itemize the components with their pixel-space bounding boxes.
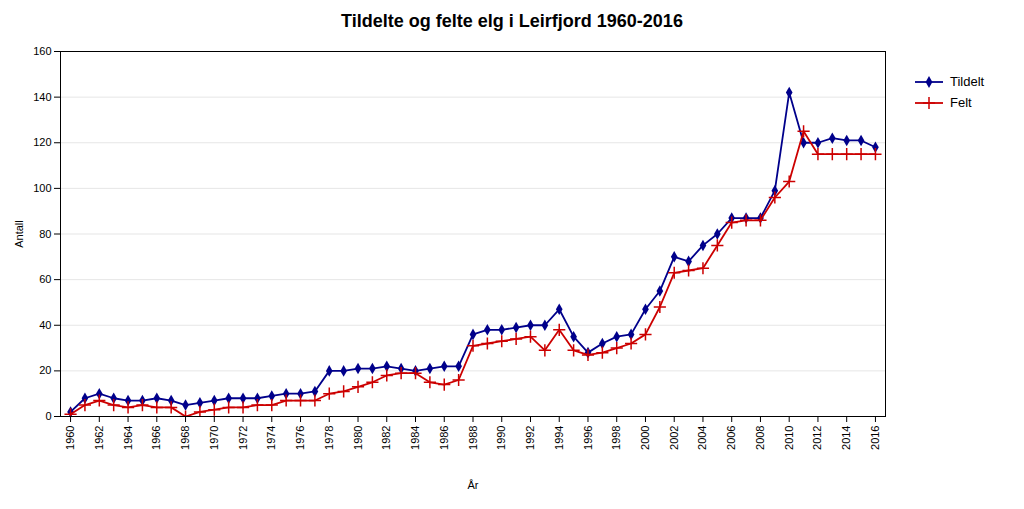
html-text:Tildelte og felte elg i Leirfj: Tildelte og felte elg i Leirfjord 1960-2… xyxy=(341,11,683,31)
svg-text:2016: 2016 xyxy=(869,426,881,450)
svg-text:1962: 1962 xyxy=(93,426,105,450)
svg-text:2010: 2010 xyxy=(783,426,795,450)
svg-text:2012: 2012 xyxy=(811,426,823,450)
svg-text:1998: 1998 xyxy=(610,426,622,450)
svg-text:1990: 1990 xyxy=(495,426,507,450)
svg-text:2008: 2008 xyxy=(754,426,766,450)
svg-text:Antall: Antall xyxy=(13,220,25,248)
svg-text:1982: 1982 xyxy=(380,426,392,450)
svg-text:80: 80 xyxy=(39,228,51,240)
svg-text:1996: 1996 xyxy=(582,426,594,450)
svg-text:160: 160 xyxy=(33,45,51,57)
svg-text:20: 20 xyxy=(39,364,51,376)
svg-text:1992: 1992 xyxy=(524,426,536,450)
svg-text:40: 40 xyxy=(39,319,51,331)
svg-text:2002: 2002 xyxy=(668,426,680,450)
svg-text:100: 100 xyxy=(33,182,51,194)
html-text:Tildelt: Tildelt xyxy=(950,74,985,89)
svg-text:60: 60 xyxy=(39,273,51,285)
svg-text:1994: 1994 xyxy=(553,426,565,450)
svg-text:120: 120 xyxy=(33,136,51,148)
svg-text:1966: 1966 xyxy=(150,426,162,450)
svg-text:1964: 1964 xyxy=(122,426,134,450)
svg-text:1988: 1988 xyxy=(467,426,479,450)
svg-text:1980: 1980 xyxy=(352,426,364,450)
svg-text:2000: 2000 xyxy=(639,426,651,450)
svg-text:1976: 1976 xyxy=(294,426,306,450)
svg-text:1968: 1968 xyxy=(179,426,191,450)
svg-text:1960: 1960 xyxy=(64,426,76,450)
svg-text:1986: 1986 xyxy=(438,426,450,450)
svg-text:0: 0 xyxy=(45,410,51,422)
svg-text:1978: 1978 xyxy=(323,426,335,450)
svg-text:2006: 2006 xyxy=(725,426,737,450)
svg-text:2014: 2014 xyxy=(840,426,852,450)
svg-text:1984: 1984 xyxy=(409,426,421,450)
html-text:Felt: Felt xyxy=(950,95,972,110)
svg-text:140: 140 xyxy=(33,91,51,103)
svg-text:År: År xyxy=(468,479,479,491)
svg-text:2004: 2004 xyxy=(696,426,708,450)
svg-text:1974: 1974 xyxy=(265,426,277,450)
svg-text:1970: 1970 xyxy=(208,426,220,450)
svg-text:1972: 1972 xyxy=(237,426,249,450)
